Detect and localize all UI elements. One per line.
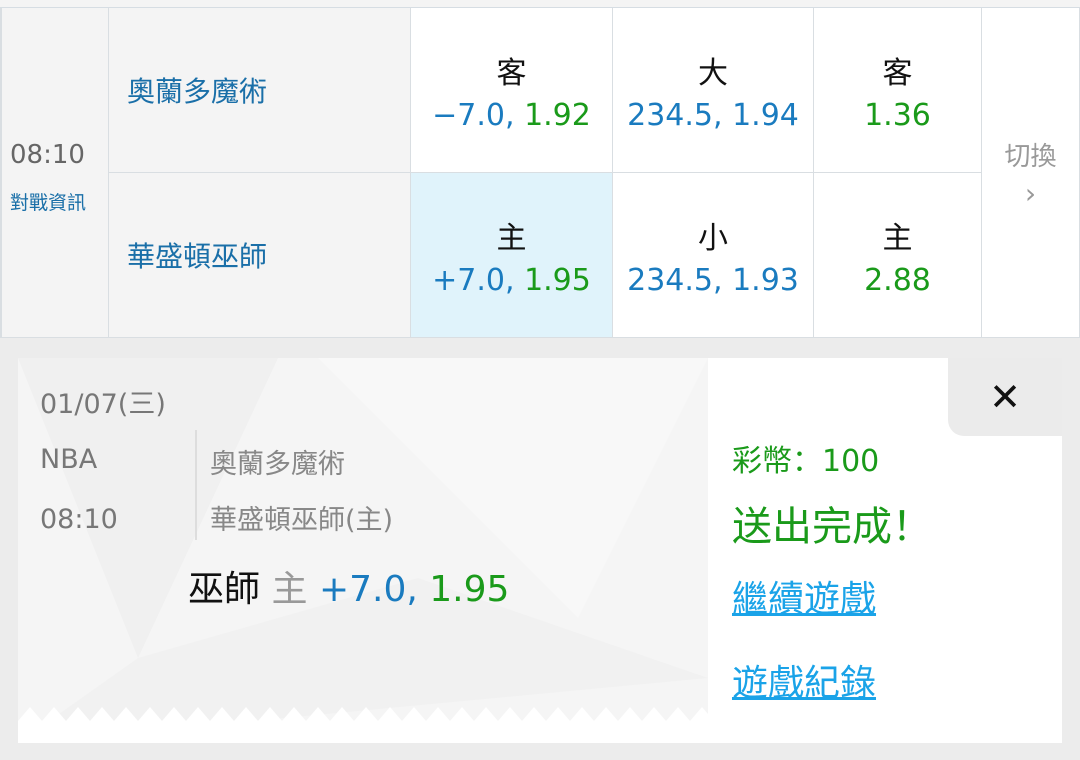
ticket-date: 01/07(三) xyxy=(40,389,166,420)
ticket-pick: 巫師 主 +7.0, 1.95 xyxy=(188,560,509,612)
odd-line: 234.5, xyxy=(627,262,733,298)
odds-table: 08:10 對戰資訊 奧蘭多魔術 華盛頓巫師 客 −7.0, 1.92 大 23… xyxy=(0,8,1080,338)
pick-line: +7.0, xyxy=(318,569,430,610)
ticket-time: 08:10 xyxy=(40,504,118,535)
home-moneyline-odd[interactable]: 主 2.88 xyxy=(814,173,982,338)
home-team: 華盛頓巫師 xyxy=(109,173,411,338)
odd-label: 主 xyxy=(496,220,527,256)
ticket-zigzag-edge xyxy=(18,707,708,743)
ticket-home-team: 華盛頓巫師(主) xyxy=(210,505,394,536)
ticket-league: NBA xyxy=(40,444,98,475)
match-time-cell: 08:10 對戰資訊 xyxy=(0,8,109,338)
over-odd[interactable]: 大 234.5, 1.94 xyxy=(613,8,814,173)
close-icon: ✕ xyxy=(989,375,1021,419)
close-button[interactable]: ✕ xyxy=(948,358,1062,436)
chevron-right-icon: › xyxy=(1024,176,1037,210)
bet-ticket: 01/07(三) NBA 08:10 奧蘭多魔術 華盛頓巫師(主) 巫師 主 +… xyxy=(18,358,708,743)
ticket-divider xyxy=(195,430,197,540)
home-spread-odd-selected[interactable]: 主 +7.0, 1.95 xyxy=(411,173,613,338)
odd-label: 客 xyxy=(496,55,527,91)
odd-label: 小 xyxy=(698,220,728,256)
odd-price: 1.94 xyxy=(732,97,799,133)
odd-line: 234.5, xyxy=(627,97,733,133)
away-spread-odd[interactable]: 客 −7.0, 1.92 xyxy=(411,8,613,173)
odd-label: 主 xyxy=(882,220,913,256)
pick-price: 1.95 xyxy=(429,569,510,610)
away-team: 奧蘭多魔術 xyxy=(109,8,411,173)
under-odd[interactable]: 小 234.5, 1.93 xyxy=(613,173,814,338)
odd-price: 1.92 xyxy=(524,97,591,133)
odd-label: 大 xyxy=(698,55,728,91)
away-moneyline-odd[interactable]: 客 1.36 xyxy=(814,8,982,173)
pick-team: 巫師 xyxy=(188,569,261,610)
ticket-away-team: 奧蘭多魔術 xyxy=(210,449,345,480)
match-time: 08:10 xyxy=(10,140,85,170)
switch-label: 切換 xyxy=(1004,141,1057,172)
top-border xyxy=(0,0,1080,8)
pick-side: 主 xyxy=(271,569,308,610)
odd-line: −7.0, xyxy=(432,97,525,133)
match-info-link[interactable]: 對戰資訊 xyxy=(10,192,87,214)
switch-button[interactable]: 切換 › xyxy=(982,8,1080,338)
odd-price: 1.36 xyxy=(864,97,931,133)
bet-confirmation-card: 01/07(三) NBA 08:10 奧蘭多魔術 華盛頓巫師(主) 巫師 主 +… xyxy=(18,358,1062,743)
submit-status: 送出完成！ xyxy=(732,504,932,550)
game-history-link[interactable]: 遊戲紀錄 xyxy=(732,663,877,704)
coins-amount: 彩幣：100 xyxy=(732,444,880,479)
continue-game-link[interactable]: 繼續遊戲 xyxy=(732,579,877,620)
odd-line: +7.0, xyxy=(432,262,525,298)
odd-label: 客 xyxy=(882,55,913,91)
odd-price: 1.93 xyxy=(732,262,799,298)
odd-price: 1.95 xyxy=(524,262,591,298)
ticket-background-pattern xyxy=(18,358,708,743)
odd-price: 2.88 xyxy=(864,262,931,298)
